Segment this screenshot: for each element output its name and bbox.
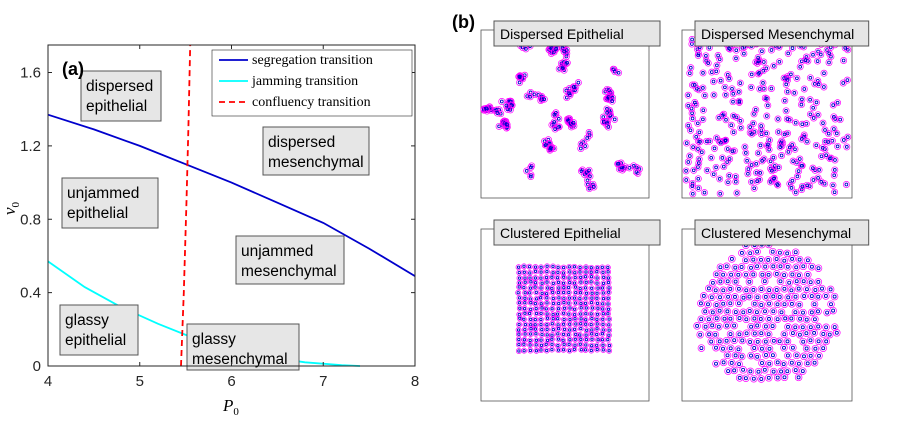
region-label-glassy-epithelial: glassy epithelial [59,304,139,356]
cell-particles [682,34,852,198]
y-tick-label: 0.8 [20,211,41,228]
y-axis-label: v0 [0,201,22,215]
panel-a-label: (a) [62,59,84,79]
snapshot-title: Clustered Mesenchymal [701,225,851,241]
snapshot-panels: Dispersed Epithelial Dispersed Mesenchyma… [480,20,870,402]
snapshot-title: Dispersed Mesenchymal [701,26,854,42]
svg-text:dispersed: dispersed [86,78,153,95]
snapshot-dispersed-epithelial: Dispersed Epithelial [480,20,661,199]
cell-particles [693,240,841,383]
x-tick-label: 6 [227,373,235,390]
snapshot-title: Dispersed Epithelial [500,26,624,42]
panel-b-label: (b) [452,12,475,32]
region-label-dispersed-mesenchymal: dispersed mesenchymal [262,126,370,176]
cell-particles [515,263,613,354]
phase-diagram: dispersedepithelialdispersedmesenchymalu… [0,44,419,418]
svg-text:mesenchymal: mesenchymal [192,351,288,368]
y-tick-label: 0.4 [20,285,41,302]
legend-label: segregation transition [252,53,373,68]
series-line-confluency-transition [180,44,192,367]
snapshot-title-box [493,20,661,47]
x-axis-label: P0 [222,396,239,418]
x-tick-label: 4 [44,373,52,390]
x-tick-label: 5 [136,373,144,390]
axis-ticks: 4 5 6 7 8 0 0.4 0.8 1.2 1.6 [20,45,419,390]
legend-box [211,49,413,117]
svg-text:unjammed: unjammed [241,243,313,260]
svg-text:mesenchymal: mesenchymal [268,154,364,171]
region-labels: dispersedepithelialdispersedmesenchymalu… [59,70,370,371]
snapshot-title-box [694,219,870,246]
snapshot-clustered-mesenchymal: Clustered Mesenchymal [681,219,870,402]
legend: segregation transition jamming transition… [211,49,413,117]
region-label-glassy-mesenchymal: glassy mesenchymal [186,323,300,371]
y-tick-label: 1.6 [20,65,41,82]
svg-text:epithelial: epithelial [67,205,128,222]
snapshot-clustered-epithelial: Clustered Epithelial [480,219,661,402]
region-label-unjammed-epithelial: unjammed epithelial [61,177,159,229]
svg-text:epithelial: epithelial [86,98,147,115]
legend-label: jamming transition [251,74,358,89]
snapshot-title: Clustered Epithelial [500,225,621,241]
y-tick-label: 1.2 [20,138,41,155]
region-label-dispersed-epithelial: dispersed epithelial [80,70,162,122]
snapshot-dispersed-mesenchymal: Dispersed Mesenchymal [681,20,870,199]
x-tick-label: 8 [411,373,419,390]
svg-text:dispersed: dispersed [268,134,335,151]
y-tick-label: 0 [33,358,41,375]
region-label-unjammed-mesenchymal: unjammed mesenchymal [235,235,345,285]
legend-label: confluency transition [252,95,371,110]
x-tick-label: 7 [319,373,327,390]
snapshot-title-box [694,20,870,47]
series-line-segregation-transition [47,113,416,277]
svg-text:glassy: glassy [192,331,236,348]
snapshot-title-box [493,219,661,246]
svg-text:epithelial: epithelial [65,332,126,349]
svg-text:unjammed: unjammed [67,185,139,202]
svg-text:glassy: glassy [65,312,109,329]
svg-text:mesenchymal: mesenchymal [241,263,337,280]
